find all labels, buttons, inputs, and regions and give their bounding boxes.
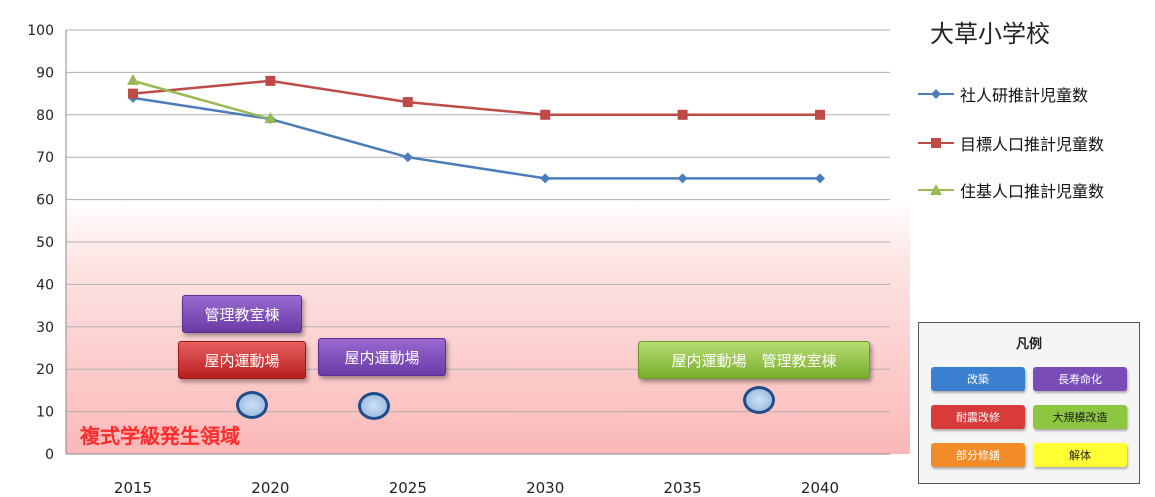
- data-point-diamond: [540, 173, 551, 184]
- y-tick-label: 10: [36, 405, 54, 421]
- legend-square-marker-icon: [918, 135, 954, 151]
- data-point-square: [128, 88, 138, 99]
- category-key: 改築: [931, 367, 1025, 391]
- event-circle-marker: [743, 386, 775, 414]
- legend-label: 社人研推計児童数: [960, 86, 1089, 105]
- data-point-square: [815, 109, 825, 120]
- series-line-1: [132, 96, 820, 180]
- tag-gym-2020: 屋内運動場: [178, 341, 306, 379]
- category-key: 大規模改造: [1033, 405, 1127, 429]
- y-tick-label: 80: [36, 108, 54, 124]
- data-point-square: [540, 109, 551, 120]
- tag-gym-admin-2035: 屋内運動場 管理教室棟: [638, 341, 870, 379]
- y-tick-label: 60: [36, 193, 54, 209]
- y-tick-label: 0: [45, 447, 54, 463]
- x-tick-label: 2025: [389, 479, 427, 497]
- y-tick-label: 20: [36, 362, 54, 378]
- y-tick-label: 100: [27, 23, 54, 39]
- series-line-3: [132, 79, 271, 121]
- series-line-2: [132, 79, 820, 117]
- y-tick-label: 30: [36, 320, 54, 336]
- legend-triangle-marker-icon: [918, 182, 954, 198]
- category-key: 耐震改修: [931, 405, 1025, 429]
- legend-item-series-1: 社人研推計児童数: [918, 82, 1088, 106]
- x-tick-label: 2020: [251, 479, 289, 497]
- category-key: 解体: [1033, 443, 1127, 467]
- x-tick-label: 2030: [526, 479, 564, 497]
- x-tick-label: 2015: [114, 479, 152, 497]
- legend-label: 目標人口推計児童数: [960, 135, 1105, 154]
- data-point-square: [265, 75, 276, 86]
- multigrade-zone-label: 複式学級発生領域: [80, 424, 240, 448]
- data-point-triangle: [127, 73, 139, 85]
- data-point-triangle: [264, 112, 277, 124]
- y-tick-label: 50: [36, 235, 54, 251]
- data-point-diamond: [402, 152, 413, 163]
- event-circle-marker: [358, 392, 390, 420]
- x-tick-label: 2040: [801, 479, 839, 497]
- y-tick-label: 40: [36, 277, 54, 293]
- legend-item-series-3: 住基人口推計児童数: [918, 178, 1104, 202]
- category-legend-title: 凡例: [1015, 337, 1042, 352]
- tag-gym-2025: 屋内運動場: [318, 338, 446, 376]
- category-key: 長寿命化: [1033, 367, 1127, 391]
- legend-diamond-marker-icon: [918, 86, 954, 102]
- data-point-square: [677, 109, 688, 120]
- y-tick-label: 70: [36, 150, 54, 166]
- category-key: 部分修繕: [931, 443, 1025, 467]
- tag-admin-classroom-2020: 管理教室棟: [182, 295, 302, 333]
- y-tick-label: 90: [36, 65, 54, 81]
- data-point-diamond: [815, 173, 825, 184]
- data-point-square: [402, 97, 413, 108]
- category-legend-box: 凡例 改築 長寿命化 耐震改修 大規模改造 部分修繕 解体: [918, 322, 1140, 484]
- chart-title: 大草小学校: [930, 20, 1050, 48]
- legend-item-series-2: 目標人口推計児童数: [918, 131, 1104, 155]
- legend-label: 住基人口推計児童数: [960, 182, 1105, 201]
- x-tick-label: 2035: [664, 479, 702, 497]
- event-circle-marker: [236, 391, 268, 419]
- data-point-diamond: [677, 173, 688, 184]
